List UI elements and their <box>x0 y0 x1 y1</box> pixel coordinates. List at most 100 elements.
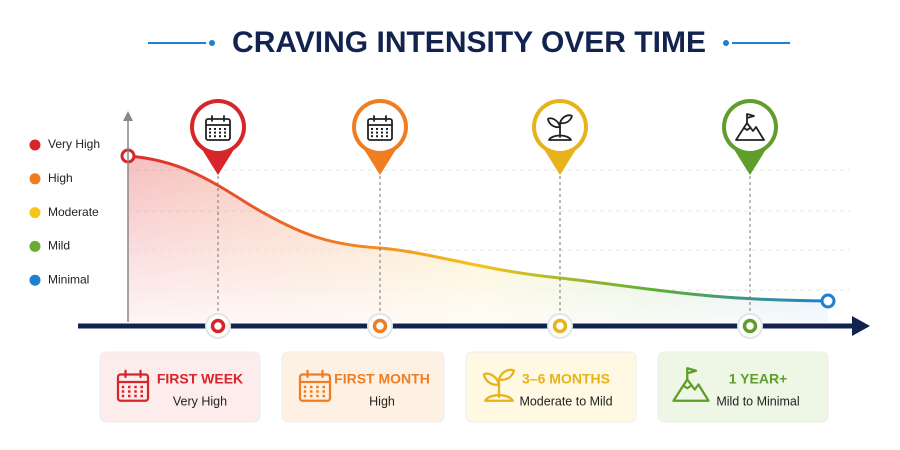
calendar-day <box>381 131 383 134</box>
axis-dot <box>372 318 388 334</box>
legend-dot <box>29 173 41 185</box>
calendar-day <box>316 385 319 389</box>
calendar-day <box>121 390 125 393</box>
calendar-day <box>376 128 378 130</box>
calendar-day <box>371 128 373 130</box>
calendar-day <box>371 131 373 134</box>
card-level: Very High <box>173 394 227 408</box>
time-arrow <box>852 316 870 336</box>
calendar-day <box>381 128 383 130</box>
card-title: FIRST WEEK <box>157 371 243 387</box>
calendar-day <box>121 394 125 398</box>
calendar-day <box>303 390 307 393</box>
plant-leaf <box>482 372 501 386</box>
legend-label: Minimal <box>48 272 89 286</box>
plant-leaf <box>547 117 561 129</box>
axis-dot <box>210 318 226 334</box>
calendar-day <box>219 128 221 130</box>
legend-dot <box>29 240 41 252</box>
calendar-day <box>376 131 378 134</box>
calendar-day <box>386 131 388 134</box>
curve-fade <box>128 156 828 322</box>
icon <box>116 369 150 402</box>
calendar-day <box>224 128 226 130</box>
icon <box>205 115 231 141</box>
flag <box>746 113 755 124</box>
icon <box>367 115 393 141</box>
calendar-day <box>209 131 211 134</box>
calendar-day <box>219 135 221 138</box>
calendar <box>116 373 150 402</box>
calendar-day <box>316 390 319 393</box>
axis-dot <box>742 318 758 334</box>
calendar-day <box>381 135 383 138</box>
card <box>657 351 829 423</box>
calendar-day <box>140 390 143 393</box>
calendar-day <box>121 385 125 389</box>
plant-leaf <box>497 368 516 381</box>
legend-label: High <box>48 171 73 185</box>
calendar-day <box>134 394 137 398</box>
calendar-day <box>386 128 388 130</box>
mountain-snow <box>682 384 693 390</box>
calendar-day <box>219 131 221 134</box>
calendar-day <box>303 385 307 389</box>
icon <box>672 367 710 402</box>
mountain <box>672 378 710 402</box>
mountain <box>735 122 765 141</box>
calendar-day <box>322 390 325 393</box>
icon <box>298 369 332 402</box>
card <box>99 351 261 423</box>
calendar <box>367 118 393 141</box>
plant-ground <box>548 134 572 141</box>
axis-dot <box>552 318 568 334</box>
legend-dot <box>29 139 41 151</box>
calendar-day <box>134 390 137 393</box>
curve <box>127 154 829 303</box>
card-title: 1 YEAR+ <box>729 371 788 387</box>
calendar-day <box>376 135 378 138</box>
title-dot <box>209 40 215 46</box>
calendar-day <box>310 394 313 398</box>
card <box>465 351 637 423</box>
mountain-snow <box>743 127 751 131</box>
calendar-day <box>214 135 216 138</box>
card-level: Mild to Minimal <box>716 394 799 408</box>
calendar-day <box>316 394 319 398</box>
card-title: 3–6 MONTHS <box>522 371 610 387</box>
plant-leaf <box>559 114 573 125</box>
calendar-day <box>310 390 313 393</box>
calendar-day <box>214 128 216 130</box>
card <box>281 351 445 423</box>
legend-label: Moderate <box>48 205 99 219</box>
calendar-day <box>224 135 226 138</box>
curve-end <box>820 293 836 309</box>
calendar-day <box>128 394 131 398</box>
calendar-day <box>322 385 325 389</box>
card-title: FIRST MONTH <box>334 371 430 387</box>
legend-dot <box>29 207 41 219</box>
y-arrow <box>123 111 133 121</box>
calendar-day <box>140 385 143 389</box>
icon <box>547 114 573 141</box>
plant-ground <box>484 394 514 402</box>
pin-face <box>194 103 242 151</box>
legend-label: Mild <box>48 239 70 253</box>
icon <box>482 368 516 402</box>
icon <box>735 113 765 141</box>
calendar-day <box>134 385 137 389</box>
calendar-day <box>128 390 131 393</box>
legend-dot <box>29 274 41 286</box>
title-dot <box>723 40 729 46</box>
calendar-day <box>386 135 388 138</box>
calendar-day <box>371 135 373 138</box>
calendar <box>205 118 231 141</box>
flag <box>686 367 698 381</box>
calendar-day <box>303 394 307 398</box>
calendar-day <box>209 135 211 138</box>
card-level: High <box>369 394 395 408</box>
calendar-day <box>322 394 325 398</box>
pin-face <box>356 103 404 151</box>
